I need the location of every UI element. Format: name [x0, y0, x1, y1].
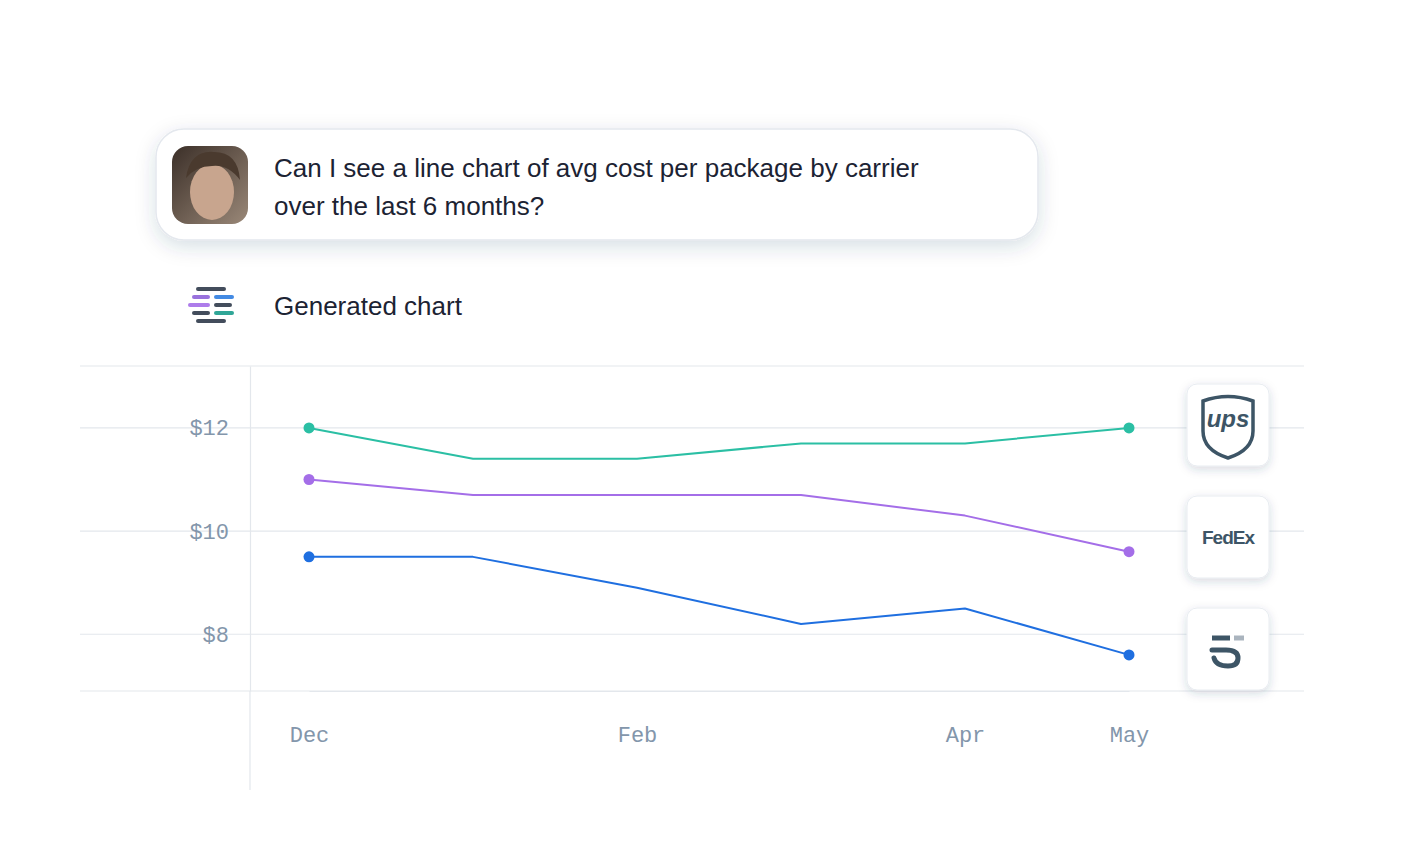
legend-badge [1187, 496, 1269, 578]
legend-emblem [1234, 636, 1244, 641]
legend-item: ups [1187, 384, 1269, 466]
legend-badge [1187, 608, 1269, 690]
x-axis: Dec Feb Apr May [290, 691, 1150, 749]
y-tick-label: $10 [189, 521, 229, 546]
response-icon-bar [192, 311, 210, 315]
legend-item [1187, 608, 1269, 690]
series-marker [304, 474, 315, 485]
series-marker [304, 422, 315, 433]
x-tick: Dec [290, 691, 330, 749]
page: Can I see a line chart of avg cost per p… [0, 0, 1406, 868]
series-line [309, 557, 1129, 655]
series [304, 422, 1135, 458]
series-marker [304, 551, 315, 562]
legend-label: FedEx [1202, 527, 1255, 548]
axis-rule-extension [249, 691, 250, 790]
response-icon-bar [188, 303, 210, 307]
series-line [309, 479, 1129, 551]
legend: ups FedEx [1187, 384, 1269, 690]
response-icon-bar [214, 303, 232, 307]
chart: $8 $10 $12 Dec Feb Apr May ups FedEx [80, 366, 1304, 790]
x-tick-label: Dec [290, 724, 330, 749]
series-line [309, 428, 1129, 459]
x-tick: May [1110, 691, 1150, 749]
x-tick-label: May [1110, 724, 1150, 749]
grid-line [80, 530, 1304, 531]
x-tick: Apr [946, 691, 986, 749]
y-axis-line [250, 367, 251, 692]
response-icon-bar [192, 295, 210, 299]
legend-emblem [1212, 650, 1238, 666]
avatar [172, 146, 248, 224]
legend-emblem [1212, 636, 1230, 641]
series-marker [1124, 422, 1135, 433]
y-tick: $8 [203, 624, 250, 649]
chat-bubble: Can I see a line chart of avg cost per p… [156, 129, 1038, 240]
series-marker [1124, 546, 1135, 557]
avatar-face [190, 164, 234, 220]
avatar-hair [186, 152, 240, 180]
bubble-background [156, 129, 1038, 240]
series [304, 551, 1135, 660]
grid [80, 428, 1304, 634]
y-tick-label: $8 [203, 624, 229, 649]
response-icon-bar [196, 319, 226, 323]
response-icon-bar [196, 287, 226, 291]
plot-frame [80, 366, 1304, 691]
y-tick: $12 [189, 417, 250, 442]
series-marker [1124, 649, 1135, 660]
legend-label: ups [1207, 405, 1250, 432]
prompt-text: Can I see a line chart of avg cost per p… [274, 153, 919, 221]
legend-item: FedEx [1187, 496, 1269, 578]
y-axis: $8 $10 $12 [189, 367, 250, 692]
response-label: Generated chart [274, 291, 463, 321]
legend-emblem [1203, 397, 1253, 459]
x-tick-label: Apr [946, 724, 986, 749]
response-header: Generated chart [188, 287, 463, 323]
y-tick: $10 [189, 521, 250, 546]
grid-line [80, 634, 1304, 635]
response-icon-bar [214, 295, 234, 299]
response-icon-bar [214, 311, 234, 315]
x-tick: Feb [618, 691, 658, 749]
y-tick-label: $12 [189, 417, 229, 442]
frame-line [80, 690, 1304, 691]
x-tick-label: Feb [618, 724, 658, 749]
series [304, 474, 1135, 557]
x-axis-line [310, 691, 1130, 692]
frame-line [80, 365, 1304, 366]
series-marks [304, 422, 1135, 660]
legend-badge [1187, 384, 1269, 466]
